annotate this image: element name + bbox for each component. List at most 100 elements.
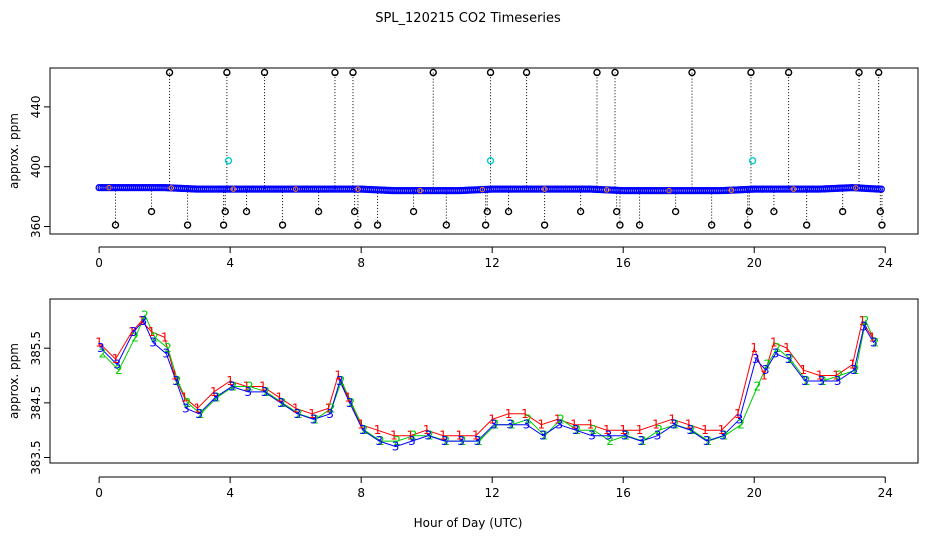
series-1-marker: 1 xyxy=(456,429,464,443)
high-spike-point xyxy=(223,68,231,77)
series-1-marker: 1 xyxy=(439,429,447,443)
mid-low-spike-point xyxy=(612,207,621,216)
low-spike-point xyxy=(219,221,228,229)
upper-y-axis: 360 400 440 xyxy=(29,95,51,238)
series-1-marker: 1 xyxy=(587,418,595,432)
low-spike-point xyxy=(278,221,287,229)
series-3-marker: 3 xyxy=(772,347,780,361)
upper-marks xyxy=(95,68,886,229)
series-2-marker: 2 xyxy=(862,314,870,328)
series-3-marker: 3 xyxy=(140,314,148,328)
series-3-marker: 3 xyxy=(392,440,400,454)
series-2-marker: 2 xyxy=(819,374,827,388)
series-1-marker: 1 xyxy=(171,369,179,383)
series-2-marker: 2 xyxy=(606,434,614,448)
series-3-marker: 3 xyxy=(654,429,662,443)
upper-x-axis-tick-label: 16 xyxy=(616,256,631,270)
series-2-marker: 2 xyxy=(174,374,182,388)
series-3-marker: 3 xyxy=(277,396,285,410)
series-3-marker: 3 xyxy=(670,418,678,432)
series-2-line xyxy=(102,314,876,442)
series-3-marker: 3 xyxy=(719,429,727,443)
series-1-marker: 1 xyxy=(685,418,693,432)
low-spike-point xyxy=(635,221,644,229)
series-2-marker: 2 xyxy=(338,374,346,388)
low-spike-point xyxy=(373,221,382,229)
series-1-marker: 1 xyxy=(161,330,169,344)
series-1-marker: 1 xyxy=(406,429,414,443)
series-2-marker: 2 xyxy=(361,423,369,437)
series-3-marker: 3 xyxy=(850,363,858,377)
high-spike-point xyxy=(611,68,619,77)
series-1-marker: 1 xyxy=(95,336,103,350)
series-2-marker: 2 xyxy=(213,390,221,404)
series-2-marker: 2 xyxy=(475,434,483,448)
lower-x-axis-tick-label: 4 xyxy=(226,486,234,500)
upper-y-axis-tick-label: 400 xyxy=(29,155,43,178)
series-1-marker: 1 xyxy=(832,369,840,383)
series-2-marker: 2 xyxy=(377,434,385,448)
series-1-marker: 1 xyxy=(138,314,146,328)
series-3-marker: 3 xyxy=(336,374,344,388)
mid-low-spike-point xyxy=(483,207,491,216)
upper-y-axis-tick-label: 440 xyxy=(29,95,43,118)
series-3-marker: 3 xyxy=(172,374,180,388)
series-2-marker: 2 xyxy=(311,412,319,426)
series-1-marker: 1 xyxy=(770,336,778,350)
high-spike-point xyxy=(486,68,495,77)
series-2-marker: 2 xyxy=(737,418,745,432)
series-1-marker: 1 xyxy=(194,401,202,415)
series-3-marker: 3 xyxy=(359,423,367,437)
series-3-marker: 3 xyxy=(408,434,416,448)
series-1-marker: 1 xyxy=(849,358,857,372)
series-2-marker: 2 xyxy=(803,374,811,388)
series-1-marker: 1 xyxy=(325,401,333,415)
series-1-marker: 1 xyxy=(472,429,480,443)
lower-y-axis-label: approx. ppm xyxy=(7,343,21,419)
upper-x-axis-tick-label: 12 xyxy=(485,256,500,270)
series-2-marker: 2 xyxy=(279,396,287,410)
series-2-marker: 2 xyxy=(655,423,663,437)
series-3-marker: 3 xyxy=(588,429,596,443)
mid-low-spike-point xyxy=(221,207,229,216)
upper-orange-point xyxy=(790,186,797,192)
series-3-marker: 3 xyxy=(523,418,531,432)
series-3-marker: 3 xyxy=(149,336,157,350)
series-2-marker: 2 xyxy=(557,412,565,426)
high-spike-point xyxy=(331,68,339,77)
series-2-marker: 2 xyxy=(773,341,781,355)
high-spike-point xyxy=(747,68,755,77)
series-2-marker: 2 xyxy=(541,429,549,443)
series-3-line xyxy=(100,319,875,448)
series-2-marker: 2 xyxy=(184,396,192,410)
series-2-marker: 2 xyxy=(705,434,713,448)
series-2-marker: 2 xyxy=(393,434,401,448)
low-spike-point xyxy=(540,221,549,229)
series-2-marker: 2 xyxy=(786,352,794,366)
upper-cyan-point xyxy=(224,157,233,165)
series-3-marker: 3 xyxy=(310,412,318,426)
lower-y-axis-tick-label: 385.5 xyxy=(29,331,43,365)
series-3-marker: 3 xyxy=(195,407,203,421)
chart-title: SPL_120215 CO2 Timeseries xyxy=(375,11,561,26)
series-3-marker: 3 xyxy=(97,341,105,355)
low-spike-point xyxy=(616,221,624,229)
series-2-marker: 2 xyxy=(764,358,772,372)
series-1-marker: 1 xyxy=(128,325,136,339)
series-1-marker: 1 xyxy=(259,379,267,393)
series-3-marker: 3 xyxy=(605,429,613,443)
series-1-marker: 1 xyxy=(148,325,156,339)
upper-y-axis-tick-label: 360 xyxy=(29,215,43,238)
high-spike-point xyxy=(260,68,269,77)
series-1-line xyxy=(98,319,873,437)
series-2-marker: 2 xyxy=(151,330,159,344)
series-3-marker: 3 xyxy=(424,429,432,443)
series-2-marker: 2 xyxy=(328,401,336,415)
upper-orange-point xyxy=(355,186,361,192)
series-1-marker: 1 xyxy=(800,363,808,377)
lower-x-axis-tick-label: 0 xyxy=(95,486,103,500)
series-3-marker: 3 xyxy=(860,319,868,333)
series-3-marker: 3 xyxy=(457,434,465,448)
series-2-marker: 2 xyxy=(688,423,696,437)
